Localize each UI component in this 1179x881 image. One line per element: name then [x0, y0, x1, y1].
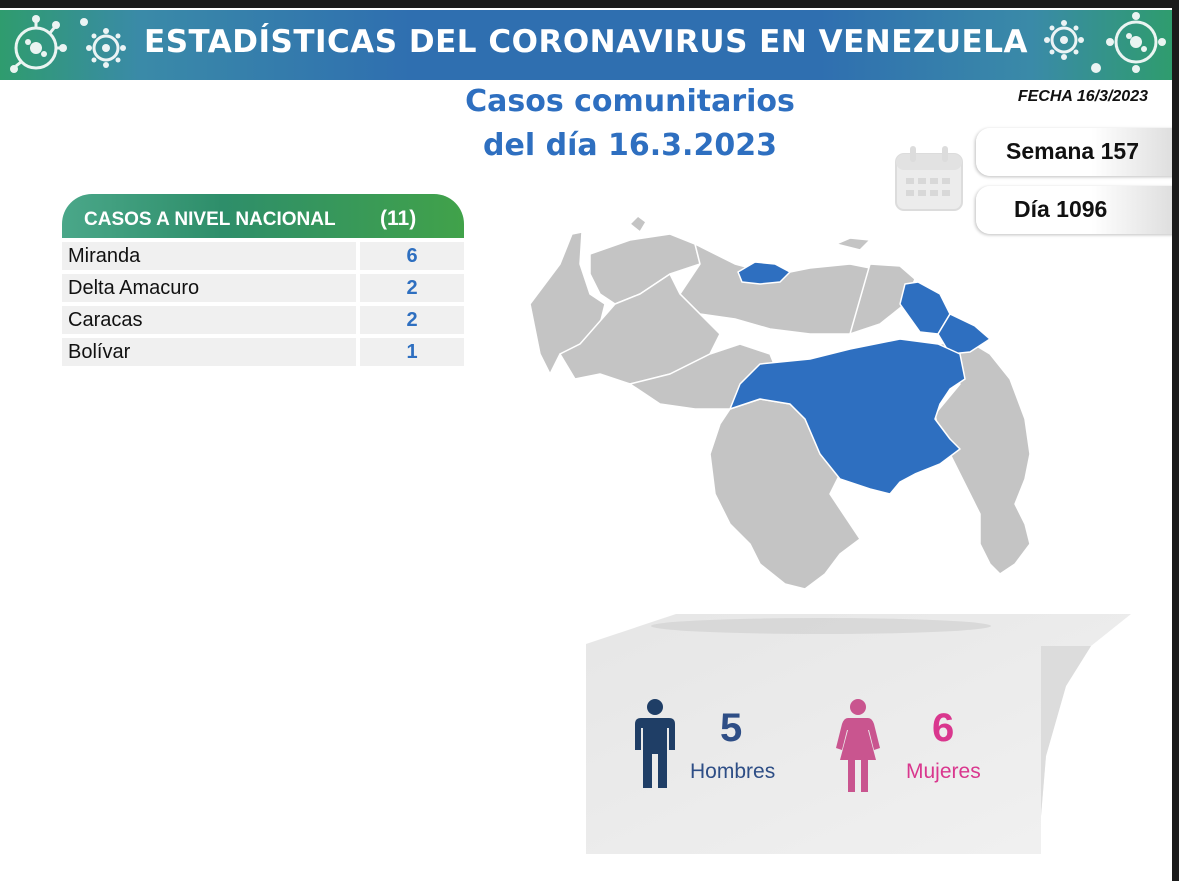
- virus-icon: [10, 15, 126, 73]
- table-header-count: (11): [380, 207, 417, 230]
- map-state-bolivar: [729, 338, 966, 495]
- men-count: 5: [720, 706, 743, 750]
- female-person-icon: [836, 699, 880, 792]
- male-person-icon: [635, 699, 675, 788]
- state-cases: 2: [360, 306, 464, 334]
- cases-table: CASOS A NIVEL NACIONAL (11) Miranda 6 De…: [62, 194, 464, 366]
- table-row: Miranda 6: [62, 242, 464, 270]
- men-label: Hombres: [690, 760, 776, 783]
- banner-title: ESTADÍSTICAS DEL CORONAVIRUS EN VENEZUEL…: [144, 24, 1028, 60]
- table-row: Delta Amacuro 2: [62, 274, 464, 302]
- state-name: Caracas: [62, 306, 356, 334]
- week-counter-text: Semana 157: [1006, 138, 1139, 164]
- state-name: Miranda: [62, 242, 356, 270]
- day-counter-text: Día 1096: [1014, 196, 1108, 222]
- header-banner: ESTADÍSTICAS DEL CORONAVIRUS EN VENEZUEL…: [0, 10, 1172, 80]
- state-name: Delta Amacuro: [62, 274, 356, 302]
- map-state-miranda: [737, 261, 791, 285]
- table-header-label: CASOS A NIVEL NACIONAL: [84, 209, 336, 230]
- map-island: [835, 237, 871, 251]
- table-row: Caracas 2: [62, 306, 464, 334]
- map-state-monagas: [899, 281, 951, 335]
- map-state-sucre: [849, 263, 916, 335]
- map-state-west: [529, 231, 606, 375]
- state-cases: 1: [360, 338, 464, 366]
- state-name: Bolívar: [62, 338, 356, 366]
- state-cases: 2: [360, 274, 464, 302]
- subtitle-line1: Casos comunitarios: [465, 84, 795, 119]
- state-cases: 6: [360, 242, 464, 270]
- infographic: ESTADÍSTICAS DEL CORONAVIRUS EN VENEZUEL…: [0, 8, 1172, 881]
- virus-icon: [1044, 12, 1166, 73]
- day-counter: Día 1096: [976, 186, 1172, 234]
- table-header: CASOS A NIVEL NACIONAL (11): [62, 194, 464, 238]
- week-counter: Semana 157: [976, 128, 1172, 176]
- venezuela-map: [529, 215, 1031, 590]
- map-island: [629, 215, 647, 233]
- date-label: FECHA 16/3/2023: [1017, 88, 1148, 105]
- map-state-andes: [559, 273, 721, 385]
- subtitle-line2: del día 16.3.2023: [483, 128, 777, 163]
- women-label: Mujeres: [906, 760, 981, 783]
- table-row: Bolívar 1: [62, 338, 464, 366]
- women-count: 6: [932, 706, 955, 750]
- calendar-icon: [895, 146, 963, 211]
